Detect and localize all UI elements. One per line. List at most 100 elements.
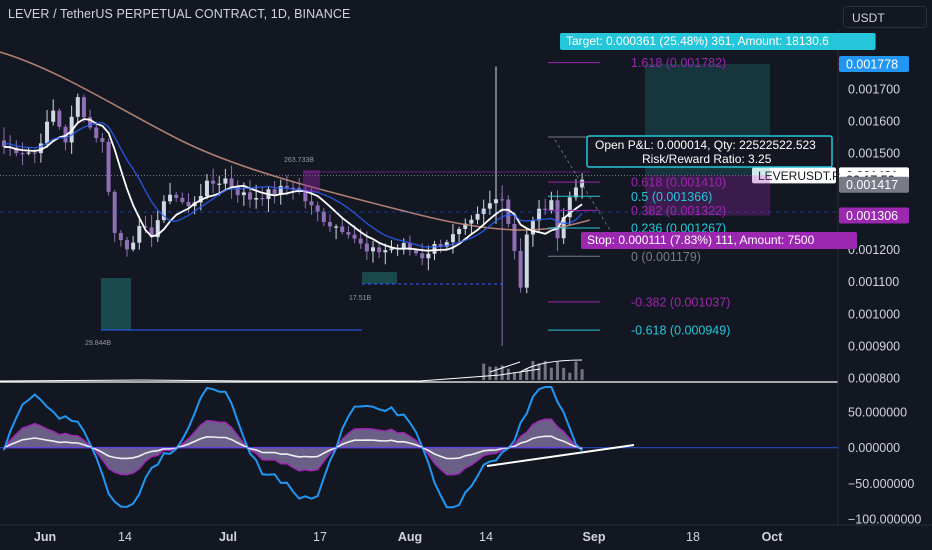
volume-bar [574, 361, 578, 380]
fib-level-label: -0.618 (0.000949) [631, 324, 730, 338]
price-label-text: 0.001778 [846, 57, 898, 71]
price-label: 0.001306 [839, 207, 909, 224]
fib-level-label: -0.382 (0.001037) [631, 295, 730, 309]
candle-body [444, 242, 449, 247]
candle-body [549, 200, 554, 211]
candle-body [32, 152, 37, 154]
candle-body [161, 201, 166, 221]
candle-body [223, 178, 228, 184]
osc-tick-label: −50.000000 [848, 477, 914, 491]
candle-body [530, 220, 535, 235]
candle-body [352, 234, 357, 239]
candle-body [180, 197, 185, 202]
time-tick-label: 14 [479, 530, 493, 544]
candle-body [88, 117, 93, 128]
price-label-bg [839, 207, 909, 224]
open-pnl-bg [586, 135, 833, 168]
price-label-text: 0.001417 [846, 178, 898, 192]
fib-level-label: 0.5 (0.001366) [631, 190, 712, 204]
candle-body [438, 244, 443, 247]
candle-body [20, 153, 25, 155]
candle-body [389, 248, 394, 251]
candle-body [383, 250, 388, 253]
volume-bar [525, 368, 529, 380]
target-label-text: Target: 0.000361 (25.48%) 361, Amount: 1… [566, 34, 829, 48]
candle-body [401, 243, 406, 249]
price-label-text: 0.001306 [846, 209, 898, 223]
price-tick-label: 0.001500 [848, 147, 900, 161]
candle-body [211, 180, 216, 184]
price-label: 0.001778 [839, 55, 909, 72]
candle-body [573, 187, 578, 198]
candle-body [567, 197, 572, 218]
symbol-label: LEVERUSDT.P [752, 167, 840, 184]
candle-body [426, 253, 431, 259]
candle-body [346, 232, 351, 235]
stop-zone [645, 175, 770, 216]
target-label-bg [560, 33, 876, 50]
time-tick-label: 14 [118, 530, 132, 544]
risk-reward-text: Risk/Reward Ratio: 3.25 [642, 152, 772, 166]
candle-body [14, 147, 19, 154]
candle-body [38, 143, 43, 154]
price-tick-label: 0.001700 [848, 83, 900, 97]
volume-bar [519, 372, 523, 380]
candle-body [137, 226, 142, 243]
candle-body [143, 226, 148, 228]
candle-body [524, 234, 529, 288]
oscillator-area [3, 418, 583, 476]
candle-body [248, 192, 252, 200]
candle-body [2, 140, 6, 147]
candle-body [327, 222, 332, 227]
osc-tick-label: 50.000000 [848, 406, 907, 420]
symbol-label-text: LEVERUSDT.P [758, 169, 840, 183]
currency-button[interactable]: USDT [843, 6, 927, 28]
volume-label: 263.733B [284, 157, 314, 164]
candle-body [241, 192, 246, 196]
volume-bar [482, 363, 486, 380]
candles [2, 66, 585, 346]
volume-label: 29.844B [85, 340, 111, 347]
fib-level-label: 1.618 (0.001782) [631, 56, 726, 70]
oscillator-line [3, 386, 583, 509]
candle-body [63, 126, 68, 143]
candle-body [469, 219, 474, 224]
candle-body [149, 227, 154, 238]
candle-body [555, 200, 560, 239]
candle-body [235, 186, 240, 196]
stop-label-bg [581, 232, 857, 249]
open-pnl-label: Open P&L: 0.000014, Qty: 22522522.523Ris… [586, 135, 833, 168]
open-pnl-text: Open P&L: 0.000014, Qty: 22522522.523 [595, 138, 816, 152]
candle-body [321, 211, 326, 223]
candle-body [487, 203, 492, 209]
trend-line [489, 361, 521, 373]
chart-title: LEVER / TetherUS PERPETUAL CONTRACT, 1D,… [8, 7, 351, 21]
volume-box [303, 170, 320, 192]
candle-body [291, 187, 296, 189]
osc-tick-label: 0.000000 [848, 441, 900, 455]
oscillator-pane [0, 386, 838, 509]
divergence-line [486, 444, 635, 467]
time-tick-label: Jun [34, 530, 56, 544]
candle-body [414, 250, 419, 254]
candle-body [463, 223, 468, 229]
candle-body [278, 185, 283, 195]
time-tick-label: Oct [762, 530, 784, 544]
candle-body [106, 141, 111, 192]
trend-line [519, 359, 583, 373]
time-tick-label: Jul [219, 530, 237, 544]
volume-bar [494, 366, 498, 380]
candle-body [580, 179, 585, 188]
price-label: 0.001417 [839, 176, 909, 193]
candle-body [481, 208, 486, 214]
candle-body [229, 178, 234, 187]
volume-bar [580, 369, 584, 380]
ma-mid-line [3, 121, 583, 249]
candle-body [358, 238, 363, 244]
candle-body [155, 220, 160, 238]
candle-body [131, 242, 136, 250]
candle-body [174, 194, 179, 198]
candle-body [284, 185, 289, 188]
candle-body [26, 152, 31, 154]
